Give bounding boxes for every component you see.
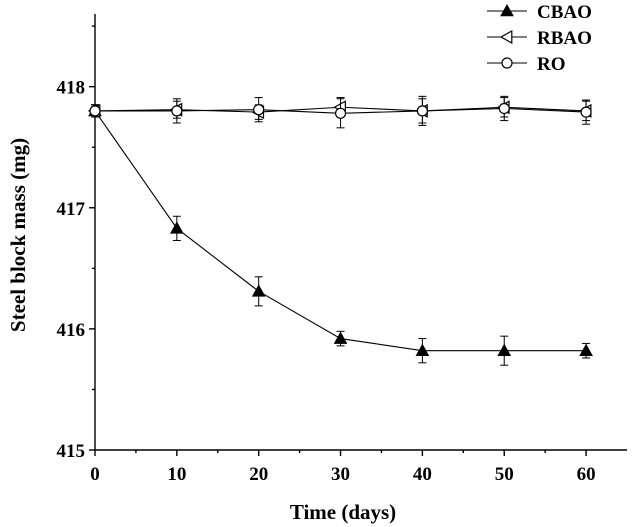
- data-point-ro: [334, 107, 347, 119]
- legend-item-rbao: RBAO: [487, 28, 592, 49]
- y-tick-label: 417: [57, 199, 86, 220]
- data-point-cbao: [169, 221, 184, 234]
- x-axis-title: Time (days): [290, 500, 396, 524]
- legend-item-cbao: CBAO: [487, 2, 592, 23]
- x-tick-label: 0: [90, 464, 100, 485]
- legend-marker-cbao: [500, 3, 514, 17]
- x-tick-label: 20: [249, 464, 268, 485]
- x-tick-label: 40: [413, 464, 432, 485]
- series-cbao: [88, 103, 593, 366]
- legend-label-cbao: CBAO: [537, 2, 592, 23]
- data-point-ro: [580, 106, 592, 118]
- data-point-cbao: [251, 284, 266, 297]
- y-tick-label: 416: [57, 320, 86, 341]
- data-point-ro: [89, 105, 101, 117]
- x-tick-label: 50: [495, 464, 514, 485]
- legend-label-ro: RO: [537, 54, 566, 75]
- data-point-ro: [253, 104, 265, 116]
- axes: 0 10 20 30 40 50 60 415 416 417 418: [57, 14, 627, 485]
- data-point-cbao: [333, 331, 348, 344]
- y-tick-label: 415: [57, 441, 86, 462]
- data-point-ro: [416, 105, 428, 117]
- x-tick-label: 60: [577, 464, 596, 485]
- data-point-cbao: [579, 343, 593, 356]
- data-point-ro: [171, 105, 183, 117]
- legend-marker-ro: [501, 57, 513, 69]
- legend-label-rbao: RBAO: [537, 28, 592, 49]
- data-point-cbao: [497, 343, 512, 356]
- series-layer: [87, 95, 593, 366]
- y-axis-title: Steel block mass (mg): [6, 138, 30, 332]
- legend-item-ro: RO: [487, 54, 566, 75]
- x-tick-label: 30: [331, 464, 350, 485]
- legend: CBAO RBAO RO: [487, 2, 592, 75]
- legend-marker-rbao: [499, 29, 513, 45]
- y-tick-label: 418: [57, 78, 86, 99]
- data-point-ro: [498, 102, 510, 115]
- series-line-cbao: [94, 110, 587, 352]
- series-ro: [89, 95, 592, 129]
- data-point-cbao: [415, 343, 430, 356]
- x-tick-label: 10: [167, 464, 186, 485]
